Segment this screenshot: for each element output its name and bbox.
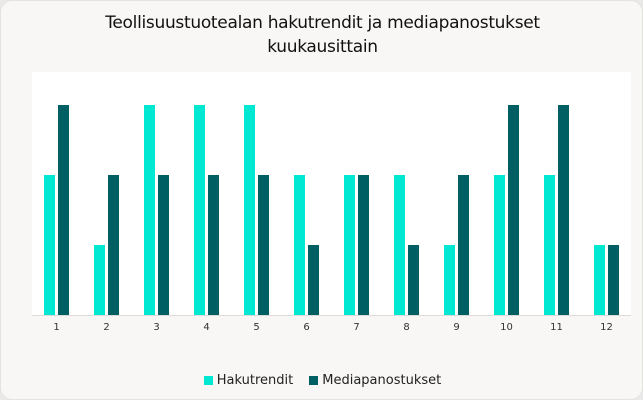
x-tick-label: 9 [453,322,460,333]
bar-hakutrendit-3[interactable] [144,105,155,315]
bar-mediapanostukset-12[interactable] [608,245,619,315]
legend-swatch-hakutrendit [203,376,213,385]
bar-hakutrendit-12[interactable] [594,245,605,315]
x-tick-label: 1 [53,322,60,333]
bar-hakutrendit-6[interactable] [294,175,305,315]
x-tick-label: 4 [203,322,210,333]
legend-item-hakutrendit[interactable]: Hakutrendit [203,373,294,388]
bar-mediapanostukset-11[interactable] [558,105,569,315]
bar-mediapanostukset-9[interactable] [458,175,469,315]
bar-hakutrendit-9[interactable] [444,245,455,315]
x-axis-line [32,315,631,316]
bar-mediapanostukset-4[interactable] [208,175,219,315]
legend-label: Hakutrendit [216,373,294,388]
x-tick-label: 5 [253,322,260,333]
plot-area [32,72,631,316]
x-tick-label: 11 [550,322,563,333]
bar-hakutrendit-1[interactable] [44,175,55,315]
x-tick-label: 6 [303,322,310,333]
bar-mediapanostukset-2[interactable] [108,175,119,315]
bar-hakutrendit-4[interactable] [194,105,205,315]
chart-title-line1: Teollisuustuotealan hakutrendit ja media… [105,13,540,33]
bar-hakutrendit-8[interactable] [394,175,405,315]
bar-mediapanostukset-5[interactable] [258,175,269,315]
legend: Hakutrendit Mediapanostukset [1,373,643,388]
bar-mediapanostukset-7[interactable] [358,175,369,315]
bar-mediapanostukset-3[interactable] [158,175,169,315]
bar-mediapanostukset-1[interactable] [58,105,69,315]
bar-mediapanostukset-6[interactable] [308,245,319,315]
bar-hakutrendit-2[interactable] [94,245,105,315]
chart-title-line2: kuukausittain [267,37,378,57]
x-tick-label: 10 [500,322,513,333]
legend-label: Mediapanostukset [322,373,442,388]
bar-mediapanostukset-10[interactable] [508,105,519,315]
chart-title: Teollisuustuotealan hakutrendit ja media… [1,11,643,59]
legend-swatch-mediapanostukset [309,376,319,385]
bar-mediapanostukset-8[interactable] [408,245,419,315]
x-tick-label: 3 [153,322,160,333]
bar-hakutrendit-7[interactable] [344,175,355,315]
x-tick-label: 7 [353,322,360,333]
bar-hakutrendit-5[interactable] [244,105,255,315]
bar-hakutrendit-11[interactable] [544,175,555,315]
x-tick-label: 8 [403,322,410,333]
x-tick-label: 2 [103,322,110,333]
bar-hakutrendit-10[interactable] [494,175,505,315]
x-tick-label: 12 [600,322,613,333]
legend-item-mediapanostukset[interactable]: Mediapanostukset [309,373,441,388]
